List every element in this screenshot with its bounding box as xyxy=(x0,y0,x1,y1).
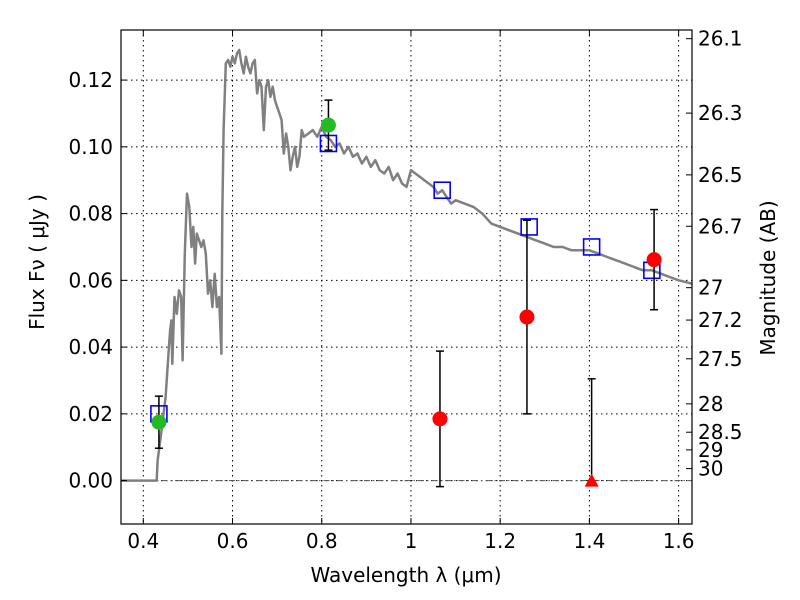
y-axis-right-label: Magnitude (AB) xyxy=(756,200,780,355)
mag-tick-label: 27.2 xyxy=(698,308,743,332)
x-tick-label: 1.6 xyxy=(663,529,695,553)
mag-tick-label: 27 xyxy=(698,276,723,300)
x-tick-label: 0.8 xyxy=(306,529,338,553)
x-axis-label: Wavelength λ (μm) xyxy=(310,563,501,587)
x-tick-label: 1.2 xyxy=(484,529,516,553)
y-tick-label: 0.06 xyxy=(68,268,113,292)
y-tick-label: 0.02 xyxy=(68,402,113,426)
x-tick-label: 0.6 xyxy=(217,529,249,553)
x-tick-label: 1.4 xyxy=(573,529,605,553)
faint-point xyxy=(432,411,448,427)
error-bars xyxy=(154,99,659,488)
x-tick-label: 0.4 xyxy=(127,529,159,553)
faint-point xyxy=(519,309,535,325)
y-axis-label: Flux Fν ( μJy ) xyxy=(25,194,49,330)
y-tick-label: 0.10 xyxy=(68,135,113,159)
y-tick-label: 0.08 xyxy=(68,202,113,226)
detection-point xyxy=(151,414,167,430)
x-tick-label: 1 xyxy=(405,529,418,553)
axes-frame xyxy=(120,29,693,525)
faint-point xyxy=(646,252,662,268)
mag-tick-label: 29 xyxy=(698,438,723,462)
mag-tick-label: 26.7 xyxy=(698,214,743,238)
y-tick-label: 0.04 xyxy=(68,335,113,359)
y-tick-label: 0.12 xyxy=(68,68,113,92)
mag-tick-label: 26.5 xyxy=(698,163,743,187)
y-tick-label: 0.00 xyxy=(68,469,113,493)
upper-limit-triangle xyxy=(584,473,599,487)
plot-frame xyxy=(120,29,693,525)
detection-point xyxy=(320,117,336,133)
mag-tick-label: 26.3 xyxy=(698,101,743,125)
sed-model-curve xyxy=(121,48,693,482)
mag-tick-label: 26.1 xyxy=(698,27,743,51)
sed-line xyxy=(121,48,693,482)
mag-tick-label: 28.5 xyxy=(698,420,743,444)
mag-tick-label: 28 xyxy=(698,392,723,416)
mag-tick-label: 27.5 xyxy=(698,347,743,371)
axis-ticks: 0.4 0.6 0.8 1 1.2 1.4 1.6 0.00 0.02 0.04 0.06 0.08 0… xyxy=(68,27,742,553)
model-square xyxy=(582,238,601,256)
model-photometry-markers xyxy=(150,134,661,423)
mag-tick-label: 30 xyxy=(698,457,723,481)
model-square xyxy=(520,218,538,236)
model-square xyxy=(433,181,451,200)
observed-photometry-markers xyxy=(151,117,662,487)
